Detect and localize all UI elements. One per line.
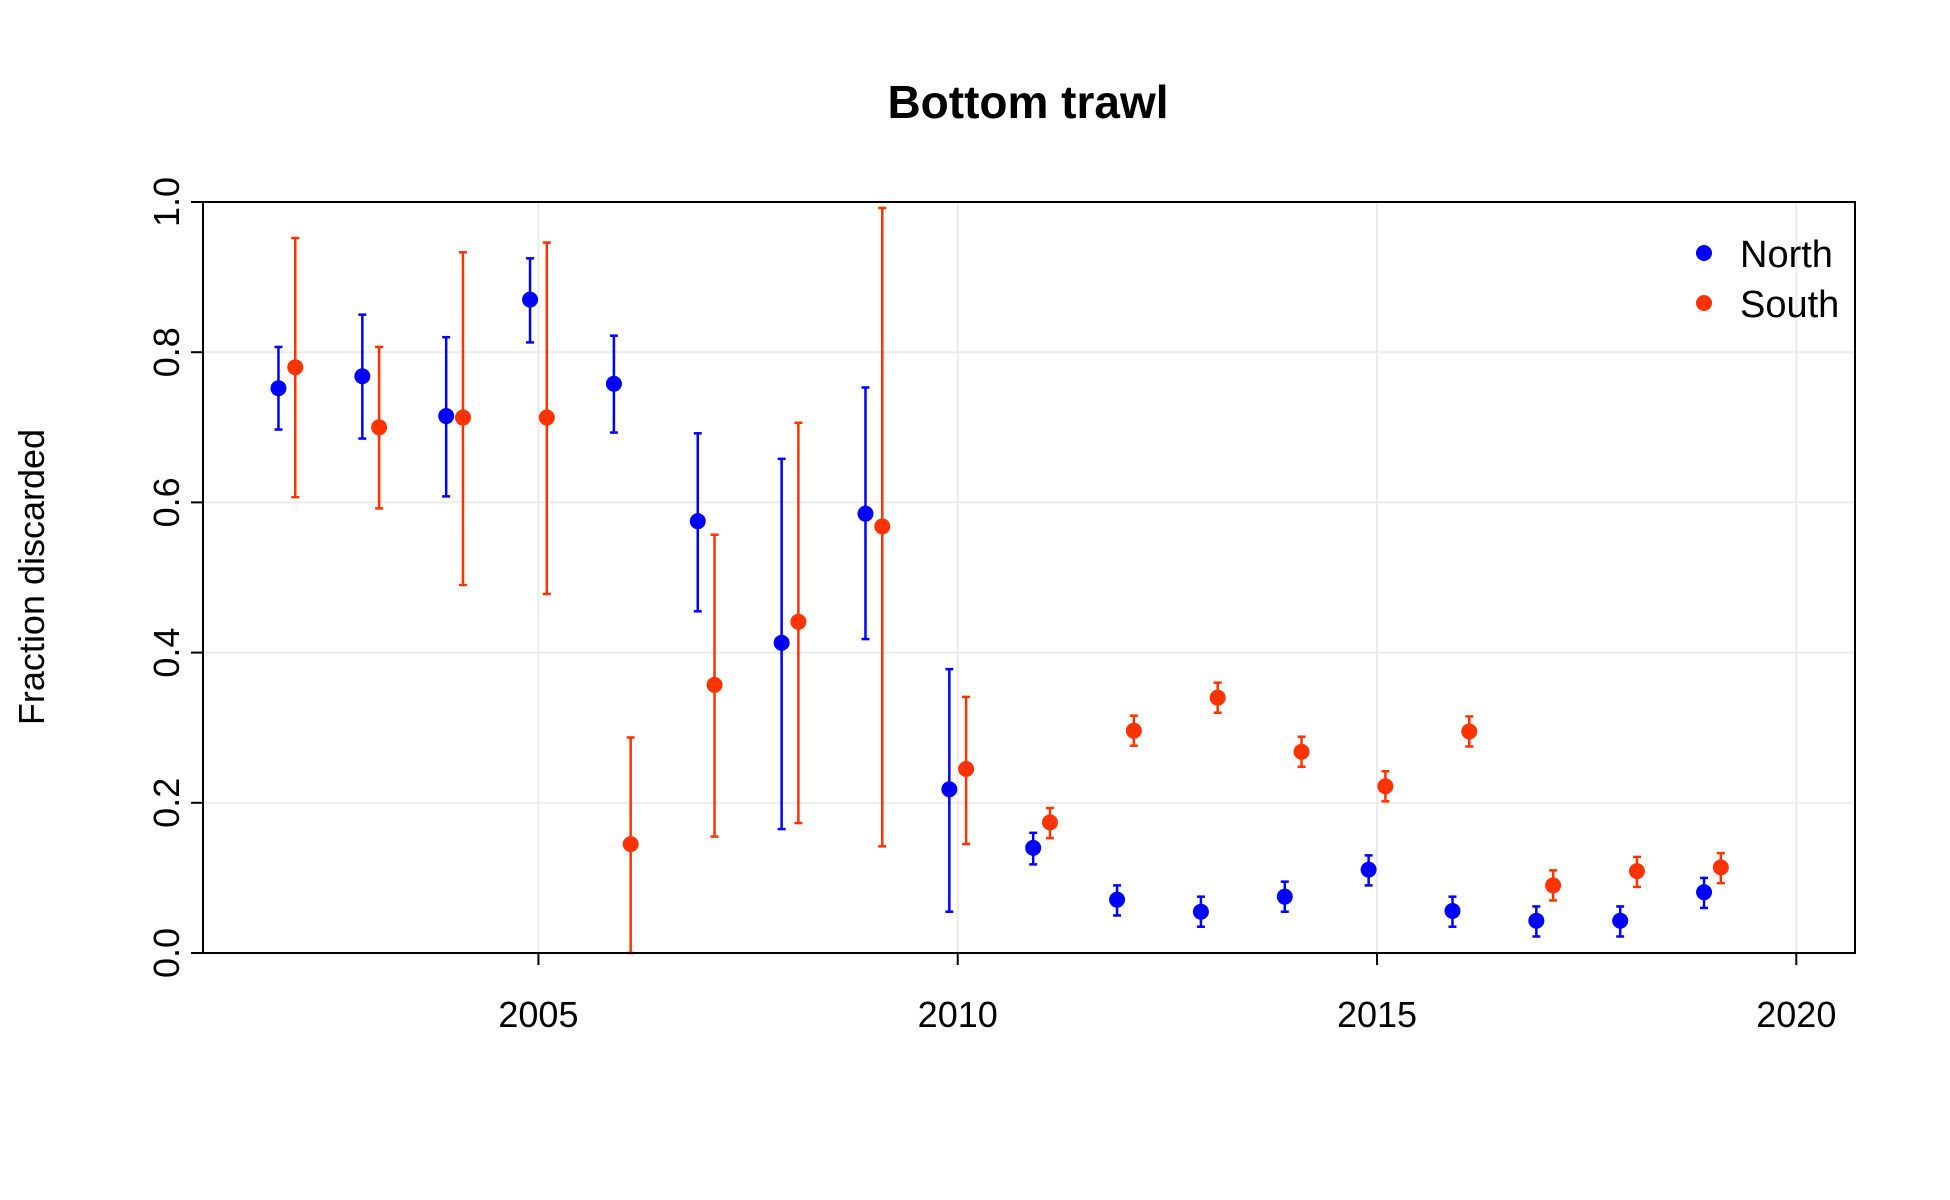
x-tick-label: 2005: [498, 994, 578, 1035]
chart-title: Bottom trawl: [887, 76, 1168, 128]
grid-lines: [203, 201, 1855, 954]
data-point: [958, 761, 975, 778]
data-point: [1696, 884, 1713, 901]
y-tick-label: 0.6: [146, 477, 187, 527]
y-tick-label: 0.4: [146, 628, 187, 678]
data-point: [1293, 743, 1310, 760]
data-point: [605, 375, 622, 392]
legend: North South: [1696, 234, 1839, 326]
data-point: [1360, 861, 1377, 878]
y-tick-label: 0.8: [146, 327, 187, 377]
legend-label: South: [1740, 284, 1839, 326]
data-point: [354, 368, 371, 385]
data-point: [1628, 863, 1645, 880]
legend-item-south: South: [1696, 284, 1839, 326]
data-point: [270, 380, 287, 397]
data-point: [874, 518, 891, 535]
data-point: [857, 505, 874, 522]
legend-marker: [1696, 295, 1712, 311]
plot-series: [270, 206, 1729, 955]
data-point: [622, 836, 639, 853]
x-tick-label: 2020: [1756, 994, 1836, 1035]
x-tick-label: 2015: [1337, 994, 1417, 1035]
legend-label: North: [1740, 234, 1833, 276]
data-point: [1125, 722, 1142, 739]
data-point: [1025, 839, 1042, 856]
legend-marker: [1696, 245, 1712, 261]
series-north: [270, 257, 1713, 938]
y-tick-label: 1.0: [146, 177, 187, 227]
data-point: [1041, 814, 1058, 831]
data-point: [689, 513, 706, 530]
data-point: [287, 359, 304, 376]
data-point: [706, 676, 723, 693]
data-point: [773, 634, 790, 651]
data-point: [1545, 877, 1562, 894]
x-axis: 2005 2010 2015 2020: [498, 953, 1836, 1035]
data-point: [1209, 689, 1226, 706]
data-point: [1444, 902, 1461, 919]
y-tick-label: 0.2: [146, 778, 187, 828]
y-axis-label: Fraction discarded: [11, 429, 52, 725]
x-tick-label: 2010: [918, 994, 998, 1035]
series-south: [287, 206, 1729, 955]
data-point: [1528, 912, 1545, 929]
data-point: [790, 613, 807, 630]
data-point: [1276, 888, 1293, 905]
data-point: [371, 419, 388, 436]
plot-frame: [202, 201, 1856, 954]
data-point: [522, 291, 539, 308]
data-point: [1461, 723, 1478, 740]
data-point: [1377, 778, 1394, 795]
y-tick-label: 0.0: [146, 928, 187, 978]
data-point: [1109, 891, 1126, 908]
legend-item-north: North: [1696, 234, 1833, 276]
data-point: [1612, 912, 1629, 929]
data-point: [1192, 903, 1209, 920]
data-point: [454, 409, 471, 426]
data-point: [538, 409, 555, 426]
data-point: [941, 781, 958, 798]
data-point: [1712, 859, 1729, 876]
y-axis: 0.0 0.2 0.4 0.6 0.8 1.0: [146, 177, 203, 978]
data-point: [438, 408, 455, 425]
